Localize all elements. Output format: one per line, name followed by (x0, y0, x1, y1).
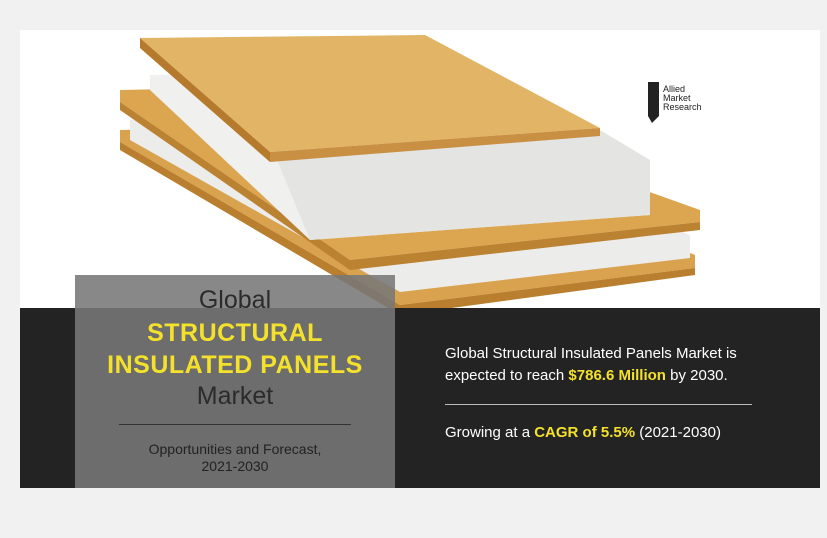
osb-edge (140, 38, 270, 162)
osb-board (140, 35, 600, 152)
growth-text: Growing at a CAGR of 5.5% (2021-2030) (445, 422, 721, 444)
highlight: $786.6 Million (568, 367, 666, 384)
title-box: Global STRUCTURAL INSULATED PANELS Marke… (75, 275, 395, 488)
text: (2021-2030) (639, 424, 721, 441)
divider (445, 404, 752, 405)
subtitle: Opportunities and Forecast, (148, 441, 322, 457)
osb-edge (120, 102, 700, 270)
subtitle: 2021-2030 (201, 458, 269, 474)
divider (119, 424, 351, 425)
logo: Allied Market Research (663, 85, 702, 112)
logo-text: Allied (663, 84, 686, 94)
logo-icon (648, 82, 659, 116)
infographic: Allied Market Research Global STRUCTURAL… (20, 30, 820, 488)
highlight: CAGR of 5.5% (534, 424, 636, 441)
panels-illustration (120, 35, 700, 315)
title-line: Global (198, 286, 272, 314)
text-line: Global Structural Insulated Panels Marke… (445, 345, 737, 362)
text: Growing at a (445, 424, 531, 441)
title-highlight: INSULATED PANELS (107, 351, 363, 379)
title-highlight: STRUCTURAL (147, 319, 323, 347)
text-line: expected to reach $786.6 Million by 2030… (445, 365, 737, 387)
market-text: Global Structural Insulated Panels Marke… (445, 343, 737, 387)
logo-text: Market (663, 93, 691, 103)
osb-edge (270, 128, 600, 162)
foam-side (275, 130, 650, 240)
title-line: Market (196, 382, 274, 410)
logo-icon (648, 116, 659, 123)
text: by 2030. (670, 367, 728, 384)
text: expected to reach (445, 367, 565, 384)
logo-text: Research (663, 102, 702, 112)
